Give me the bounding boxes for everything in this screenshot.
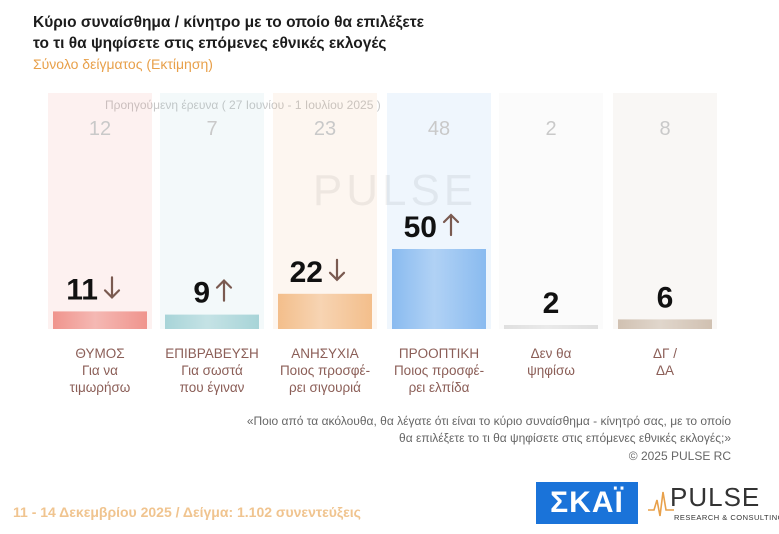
skai-logo: ΣΚΑΪ: [536, 482, 638, 524]
bar: [165, 314, 259, 329]
previous-value-label: 48: [428, 118, 450, 140]
previous-value-label: 2: [545, 118, 556, 140]
category-label: ρει σιγουριά: [289, 380, 361, 395]
trend-down-arrow-icon: [328, 258, 346, 282]
survey-question-line-2: θα επιλέξετε το τι θα ψηφίσετε στις επόμ…: [399, 431, 731, 445]
pulse-wave-icon: [648, 491, 674, 517]
category-label: ΑΝΗΣΥΧΙΑ: [291, 346, 359, 361]
value-label: 6: [657, 281, 674, 314]
chart-subtitle: Σύνολο δείγματος (Εκτίμηση): [33, 56, 213, 72]
trend-up-arrow-icon: [215, 279, 233, 302]
value-label: 50: [404, 211, 437, 244]
previous-survey-column: [273, 93, 377, 329]
previous-value-label: 12: [89, 118, 111, 140]
survey-footer: 11 - 14 Δεκεμβρίου 2025 / Δείγμα: 1.102 …: [13, 504, 361, 520]
previous-survey-column: [160, 93, 264, 329]
bar: [278, 293, 372, 329]
chart-title: Κύριο συναίσθημα / κίνητρο με το οποίο θ…: [33, 12, 424, 54]
bar: [504, 325, 598, 329]
survey-question: «Ποιο από τα ακόλουθα, θα λέγατε ότι είν…: [171, 413, 731, 447]
category-label: Για να: [82, 363, 118, 378]
pulse-logo-name: PULSE: [670, 482, 761, 512]
chart-title-line-1: Κύριο συναίσθημα / κίνητρο με το οποίο θ…: [33, 14, 424, 31]
category-label: Για σωστά: [181, 363, 243, 378]
copyright-note: © 2025 PULSE RC: [628, 449, 731, 463]
pulse-logo: PULSE RESEARCH & CONSULTING: [648, 482, 779, 526]
bar-chart: 12 7 23 48 2 8 PULSE 11 9 22 50 2 6 ΘΥΜΟΣ Για να τιμωρή…: [48, 93, 717, 395]
previous-survey-label: Προηγούμενη έρευνα ( 27 Ιουνίου - 1 Ιουλ…: [105, 98, 381, 112]
category-label: Δεν θα: [531, 346, 572, 361]
trend-up-arrow-icon: [442, 213, 460, 237]
bar: [618, 319, 712, 329]
previous-survey-column: [499, 93, 603, 329]
category-label: Ποιος προσφέ-: [280, 363, 370, 378]
category-label: ΠΡΟΟΠΤΙΚΗ: [399, 346, 479, 361]
previous-value-label: 8: [659, 118, 670, 140]
category-label: ΘΥΜΟΣ: [75, 346, 124, 361]
bar: [392, 249, 486, 329]
category-label: που έγιναν: [180, 380, 245, 395]
category-label: Ποιος προσφέ-: [394, 363, 484, 378]
pulse-logo-tagline: RESEARCH & CONSULTING: [674, 513, 779, 522]
previous-value-label: 23: [314, 118, 336, 140]
category-label: ψηφίσω: [527, 363, 575, 378]
category-label: ΔΓ /: [653, 346, 677, 361]
value-label: 11: [66, 273, 98, 306]
value-label: 9: [193, 277, 210, 310]
bar: [53, 311, 147, 329]
value-label: 22: [290, 256, 323, 289]
value-label: 2: [543, 287, 560, 320]
pulse-watermark: PULSE: [313, 166, 477, 215]
survey-question-line-1: «Ποιο από τα ακόλουθα, θα λέγατε ότι είν…: [246, 414, 731, 428]
previous-survey-column: [613, 93, 717, 329]
category-label: τιμωρήσω: [70, 380, 131, 395]
previous-value-label: 7: [206, 118, 217, 140]
category-label: ΔΑ: [656, 363, 674, 378]
chart-title-line-2: το τι θα ψηφίσετε στις επόμενες εθνικές …: [33, 35, 387, 52]
category-label: ΕΠΙΒΡΑΒΕΥΣΗ: [165, 346, 259, 361]
previous-survey-column: [48, 93, 152, 329]
category-label: ρει ελπίδα: [409, 380, 470, 395]
trend-down-arrow-icon: [103, 276, 121, 299]
